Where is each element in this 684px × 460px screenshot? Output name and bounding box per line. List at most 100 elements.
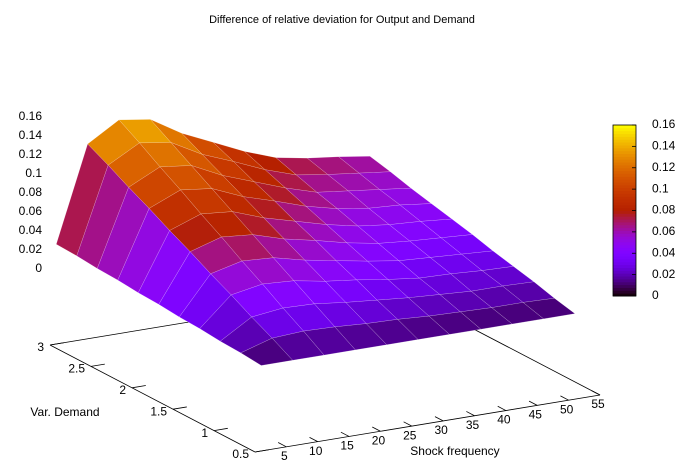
surface-cell — [459, 307, 513, 330]
surface-cell — [241, 257, 295, 285]
colorbox-step — [613, 236, 636, 240]
colorbox-step — [613, 167, 636, 172]
surface-cell — [336, 208, 390, 227]
colorbox-step — [613, 256, 636, 260]
surface-cell — [347, 189, 401, 209]
surface-cell — [303, 326, 356, 356]
surface-cell — [275, 157, 329, 176]
z-tick-label: 0.02 — [19, 242, 43, 256]
colorbox-step — [613, 216, 636, 220]
x-tick — [340, 431, 350, 437]
y-tick — [213, 427, 228, 431]
colorbox-tick-label: 0 — [652, 288, 659, 302]
colorbox-tick-label: 0.1 — [652, 181, 669, 195]
surface-cell — [271, 330, 325, 361]
colorbox-step — [613, 156, 636, 160]
colorbox-step — [613, 193, 636, 197]
z-tick-label: 0.12 — [19, 147, 43, 161]
surface-cell — [358, 171, 412, 190]
colorbox-step — [613, 276, 636, 280]
colorbox-step — [613, 247, 636, 251]
z-tick-label: 0.08 — [19, 185, 43, 199]
surface-cell — [316, 190, 370, 209]
surface-cell — [327, 172, 381, 192]
colorbox-step — [613, 162, 636, 166]
x-tick — [560, 395, 569, 401]
x-tick-label: 25 — [403, 428, 417, 442]
surface-cell — [240, 337, 294, 366]
surface-cell — [55, 143, 109, 257]
z-tick-label: 0.16 — [19, 109, 43, 123]
colorbox-step — [613, 125, 636, 129]
colorbox-step — [613, 187, 636, 192]
x-tick-label: 45 — [529, 408, 543, 422]
surface-cell — [378, 187, 433, 206]
surface-cell — [357, 224, 411, 244]
y-tick-label: 3 — [37, 340, 44, 354]
colorbox-step — [613, 142, 636, 146]
surface-cell — [251, 307, 304, 339]
colorbox-step — [613, 182, 636, 186]
colorbox-step — [613, 244, 636, 249]
x-tick — [403, 421, 413, 427]
y-tick — [172, 406, 187, 410]
colorbox-step — [613, 258, 636, 263]
colorbox-step — [613, 233, 636, 237]
surface-cell — [264, 169, 318, 193]
surface-cell — [272, 257, 326, 282]
surface-cell — [295, 174, 349, 193]
x-tick-label: 40 — [497, 413, 511, 427]
colorbox-step — [613, 150, 636, 154]
x-tick-label: 35 — [466, 418, 480, 432]
colorbox-step — [613, 284, 636, 288]
x-tick-label: 20 — [372, 433, 386, 447]
colorbox-step — [613, 267, 636, 271]
surface-cell — [158, 251, 211, 318]
colorbox-step — [613, 159, 636, 163]
surface-cell — [313, 302, 367, 328]
colorbox-tick-label: 0.14 — [652, 139, 676, 153]
x-tick — [591, 390, 601, 396]
y-tick-label: 2 — [119, 383, 126, 397]
colorbox-step — [613, 224, 636, 229]
colorbox-step — [613, 221, 636, 226]
colorbox-step — [613, 219, 636, 223]
y-tick-label: 1.5 — [150, 404, 167, 418]
x-tick — [528, 400, 538, 406]
colorbox-step — [613, 213, 636, 217]
colorbox-step — [613, 261, 636, 266]
colorbox-step — [613, 179, 636, 183]
axis-line — [254, 394, 601, 453]
chart-title: Difference of relative deviation for Out… — [209, 14, 475, 26]
surface-cell — [178, 273, 232, 329]
colorbox-step — [613, 190, 636, 194]
z-tick-label: 0.14 — [19, 128, 43, 142]
x-tick — [434, 416, 444, 422]
x-tick-label: 50 — [560, 402, 574, 416]
colorbox-step — [613, 170, 636, 174]
surface-cell — [368, 204, 422, 225]
y-tick-label: 2.5 — [68, 362, 85, 376]
surface-cell — [429, 253, 483, 275]
colorbox-step — [613, 139, 636, 143]
y-tick-label: 1 — [201, 426, 208, 440]
surface-cell — [428, 311, 482, 335]
surface-cell — [284, 187, 339, 210]
y-tick — [49, 342, 64, 346]
colorbox-step — [613, 273, 636, 277]
colorbox-step — [613, 250, 636, 254]
colorbox-step — [613, 144, 636, 149]
colorbox-step — [613, 270, 636, 274]
x-tick — [372, 426, 381, 432]
colorbox-tick-label: 0.08 — [652, 203, 676, 217]
colorbox-step — [613, 133, 636, 137]
x-tick — [497, 405, 507, 411]
x-tick — [466, 411, 475, 417]
z-tick-label: 0.06 — [19, 204, 43, 218]
surface-cell — [337, 156, 392, 174]
y-tick — [254, 449, 269, 453]
z-tick-label: 0.1 — [25, 166, 42, 180]
x-tick-label: 55 — [591, 397, 605, 411]
colorbox-step — [613, 196, 636, 200]
